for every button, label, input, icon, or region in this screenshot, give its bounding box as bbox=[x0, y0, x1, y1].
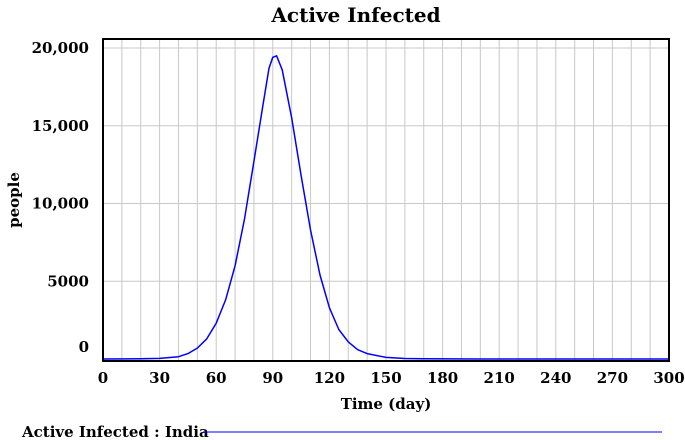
grid-lines bbox=[103, 39, 669, 361]
y-tick-label: 0 bbox=[79, 338, 89, 356]
x-tick-label: 0 bbox=[98, 369, 108, 387]
x-axis-label: Time (day) bbox=[341, 395, 432, 413]
y-tick-label: 5000 bbox=[47, 272, 89, 290]
y-tick-label: 20,000 bbox=[32, 39, 89, 57]
x-tick-label: 240 bbox=[540, 369, 571, 387]
chart-title: Active Infected bbox=[270, 3, 440, 27]
plot-frame bbox=[102, 38, 670, 362]
x-tick-label: 300 bbox=[653, 369, 684, 387]
x-tick-label: 60 bbox=[206, 369, 227, 387]
x-tick-label: 270 bbox=[597, 369, 628, 387]
series-line-active-infected bbox=[102, 55, 669, 360]
plot-series bbox=[102, 55, 669, 360]
x-tick-label: 180 bbox=[427, 369, 458, 387]
y-tick-label: 15,000 bbox=[32, 117, 89, 135]
x-axis-ticks: 0 30 60 90 120 150 180 210 240 270 300 bbox=[98, 369, 685, 387]
x-tick-label: 30 bbox=[149, 369, 170, 387]
y-axis-label: people bbox=[5, 172, 23, 228]
x-tick-label: 120 bbox=[314, 369, 345, 387]
y-tick-label: 10,000 bbox=[32, 195, 89, 213]
x-tick-label: 210 bbox=[484, 369, 515, 387]
legend-label: Active Infected : India bbox=[21, 423, 209, 440]
x-tick-label: 150 bbox=[370, 369, 401, 387]
x-tick-label: 90 bbox=[262, 369, 283, 387]
y-axis-ticks: 0 5000 10,000 15,000 20,000 bbox=[32, 39, 89, 356]
